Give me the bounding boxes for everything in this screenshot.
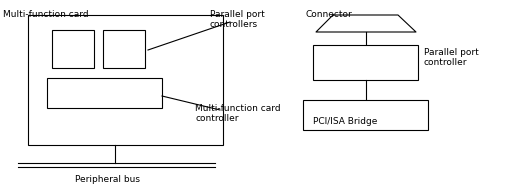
Text: Connector: Connector bbox=[306, 10, 353, 19]
Bar bbox=[52, 30, 94, 68]
Text: Parallel port
controllers: Parallel port controllers bbox=[210, 10, 265, 29]
Polygon shape bbox=[316, 15, 416, 32]
Bar bbox=[28, 15, 223, 145]
Text: Peripheral bus: Peripheral bus bbox=[75, 175, 140, 184]
Text: Multi-function card: Multi-function card bbox=[3, 10, 88, 19]
Text: Parallel port
controller: Parallel port controller bbox=[424, 48, 479, 67]
Bar bbox=[303, 100, 428, 130]
Text: Multi-function card
controller: Multi-function card controller bbox=[195, 104, 281, 123]
Text: PCI/ISA Bridge: PCI/ISA Bridge bbox=[313, 117, 377, 126]
Bar bbox=[103, 30, 145, 68]
Bar bbox=[313, 45, 418, 80]
Bar bbox=[47, 78, 162, 108]
